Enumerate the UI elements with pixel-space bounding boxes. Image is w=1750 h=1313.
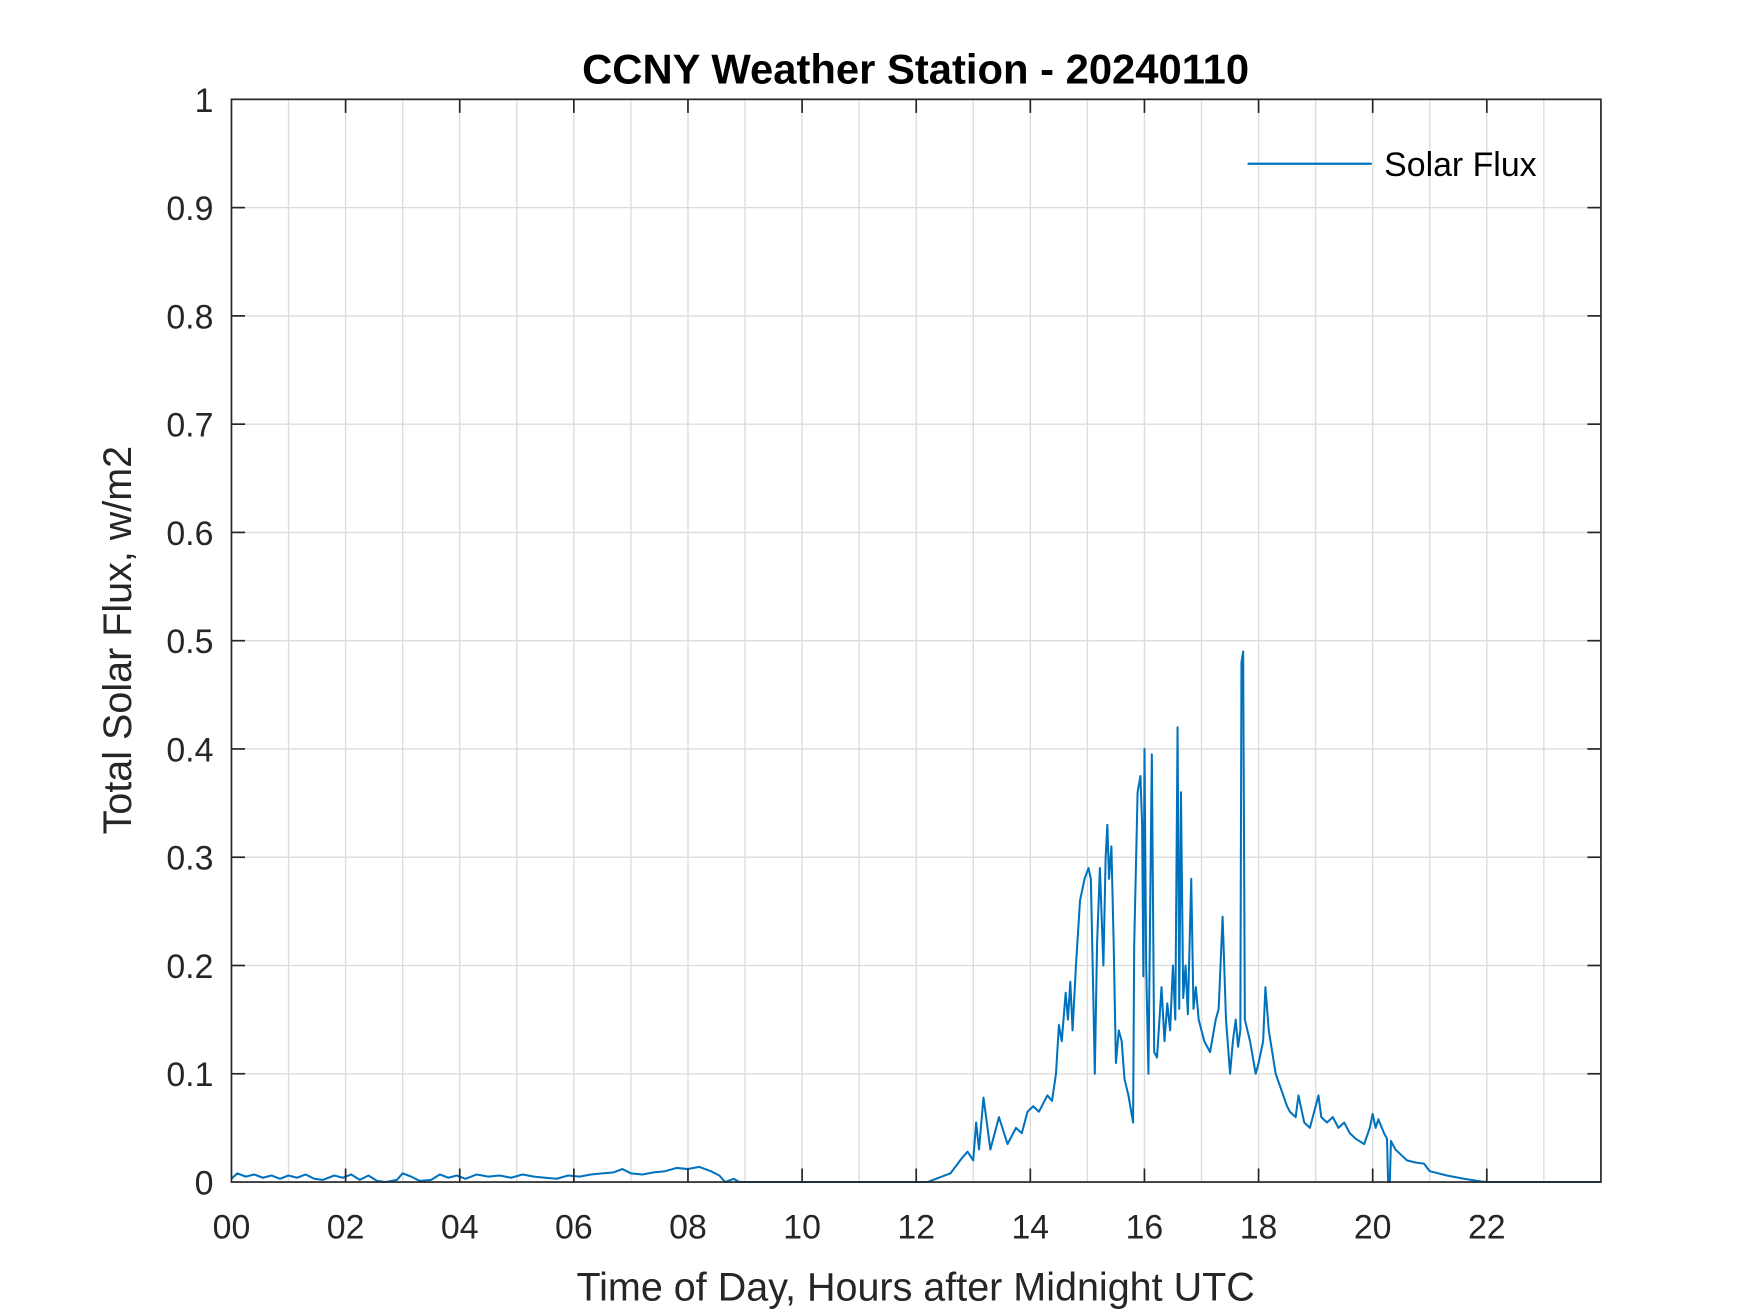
x-tick-label: 18 xyxy=(1240,1208,1278,1246)
y-tick-label: 1 xyxy=(195,82,214,120)
y-tick-label: 0.2 xyxy=(166,948,213,986)
y-tick-label: 0.6 xyxy=(166,515,213,553)
x-tick-label: 00 xyxy=(213,1208,251,1246)
x-tick-label: 02 xyxy=(327,1208,365,1246)
x-tick-label: 22 xyxy=(1468,1208,1506,1246)
legend: Solar Flux xyxy=(1247,146,1537,184)
legend-label: Solar Flux xyxy=(1384,146,1536,184)
x-tick-label: 08 xyxy=(669,1208,707,1246)
x-tick-label: 10 xyxy=(783,1208,821,1246)
y-tick-label: 0.1 xyxy=(166,1056,213,1094)
chart-title: CCNY Weather Station - 20240110 xyxy=(582,46,1249,93)
y-tick-label: 0 xyxy=(195,1164,214,1202)
x-tick-label: 14 xyxy=(1011,1208,1049,1246)
y-axis-label: Total Solar Flux, w/m2 xyxy=(96,446,140,835)
x-tick-label: 16 xyxy=(1126,1208,1164,1246)
y-tick-label: 0.5 xyxy=(166,623,213,661)
x-tick-label: 20 xyxy=(1354,1208,1392,1246)
y-tick-label: 0.9 xyxy=(166,190,213,228)
x-axis-label: Time of Day, Hours after Midnight UTC xyxy=(577,1266,1255,1310)
axis-ticks: 0 0.1 0.2 0.3 0.4 0.5 0.6 0.7 0.8 0.9 1 00 02 04 06 08 1… xyxy=(166,82,1601,1246)
x-tick-label: 04 xyxy=(441,1208,479,1246)
series-layer xyxy=(230,650,1601,1184)
x-tick-label: 12 xyxy=(897,1208,935,1246)
series-line-solar-flux xyxy=(230,650,1601,1184)
grid xyxy=(231,99,1601,1183)
y-tick-label: 0.8 xyxy=(166,298,213,336)
y-tick-label: 0.7 xyxy=(166,407,213,445)
y-tick-label: 0.3 xyxy=(166,840,213,878)
x-tick-label: 06 xyxy=(555,1208,593,1246)
y-tick-label: 0.4 xyxy=(166,731,213,769)
